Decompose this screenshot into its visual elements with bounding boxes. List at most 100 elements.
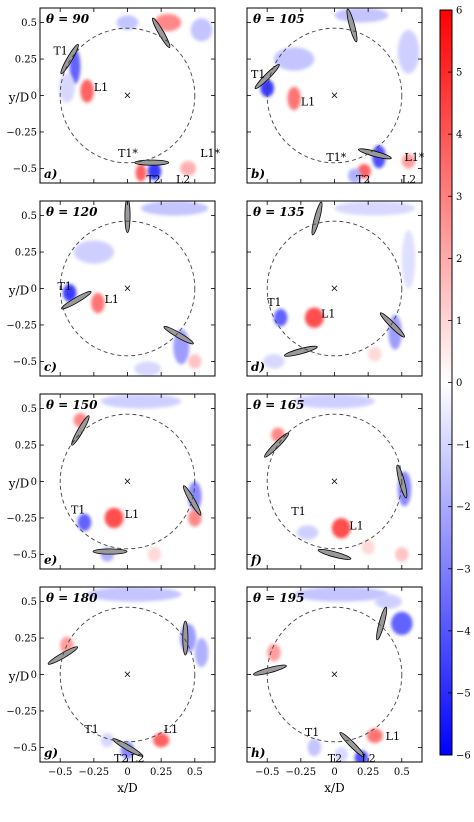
- x-tick-label: 0.5: [187, 767, 203, 778]
- blade-profile: [346, 8, 358, 43]
- panel-d: × θ = 135 d) T1 L1: [246, 200, 423, 377]
- vortex-blob: [73, 240, 115, 264]
- vortex-blob: [397, 29, 420, 74]
- x-axis-label: x/D: [324, 781, 344, 795]
- y-tick-label: 0.25: [15, 248, 37, 259]
- y-tick-label: −0.5: [13, 357, 37, 368]
- colorbar-tick-label: 0: [456, 378, 462, 389]
- colorbar-tick-label: 6: [456, 6, 462, 17]
- colorbar-tick-label: −4: [456, 626, 471, 637]
- vortex-blob: [273, 308, 288, 327]
- x-tick-label: −0.5: [255, 767, 279, 778]
- x-tick-label: −0.25: [286, 767, 317, 778]
- blade-profile: [92, 548, 128, 555]
- y-tick-label: 0.25: [15, 634, 37, 645]
- y-tick-label: −0.25: [6, 320, 37, 331]
- vortex-blob: [104, 507, 124, 529]
- vortex-blob: [62, 284, 77, 302]
- x-axis-label: x/D: [117, 781, 137, 795]
- colorbar-tick-label: 5: [456, 68, 462, 79]
- panel-angle-label: θ = 150: [46, 398, 98, 412]
- vortex-blob: [347, 168, 362, 183]
- vortex-blob: [188, 354, 202, 369]
- y-tick-label: 0.5: [21, 18, 37, 29]
- vortex-blob: [267, 643, 281, 662]
- vortex-blob: [153, 732, 170, 748]
- vorticity-field: [253, 587, 413, 762]
- y-tick-label: 0: [31, 477, 37, 488]
- x-tick-label: 0.25: [150, 767, 172, 778]
- colorbar-tick-label: −3: [456, 564, 471, 575]
- panel-angle-label: θ = 195: [253, 591, 304, 605]
- vortex-label: L1: [321, 308, 335, 321]
- colorbar-tick-label: −5: [456, 688, 471, 699]
- vortex-label: L1: [301, 96, 315, 109]
- y-tick-label: −0.5: [13, 550, 37, 561]
- rotor-circle: [59, 220, 196, 357]
- panel-letter: e): [44, 553, 57, 567]
- y-tick-label: 0.5: [21, 404, 37, 415]
- colorbar-tick-label: 2: [456, 254, 462, 265]
- vorticity-field: [71, 394, 202, 562]
- vortex-blob: [100, 732, 115, 748]
- y-axis-label: y/D: [8, 91, 29, 105]
- panel-c: × θ = 120 c) T1 L1 0.5 0.25 0 −0.25 −0.5 y/D: [6, 200, 216, 377]
- vortex-blob: [135, 164, 147, 182]
- rotor-circle: [266, 27, 403, 164]
- y-tick-label: −0.25: [6, 706, 37, 717]
- rotor-center-marker: ×: [330, 284, 338, 295]
- colorbar-tick-label: −2: [456, 502, 471, 513]
- vortex-blob: [296, 525, 319, 540]
- blade-profile: [60, 43, 79, 75]
- y-tick-label: −0.5: [13, 164, 37, 175]
- vortex-label: T1: [53, 45, 67, 58]
- vortex-label: T1: [267, 296, 281, 309]
- panel-angle-label: θ = 105: [253, 12, 304, 26]
- vortex-blob: [294, 587, 389, 602]
- colorbar: 6 5 4 3 2 1 0 −1 −2 −3 −4 −5 −6: [439, 6, 471, 762]
- vortex-blob: [294, 394, 375, 409]
- y-tick-label: 0.5: [21, 211, 37, 222]
- vortex-label: T1: [58, 280, 72, 293]
- vortex-label: L2: [176, 173, 190, 186]
- vortex-label: L2: [361, 752, 375, 765]
- y-tick-label: 0: [31, 284, 37, 295]
- vortex-label: T1: [84, 723, 98, 736]
- y-axis-label: y/D: [8, 477, 29, 491]
- blade-profile: [317, 548, 352, 560]
- vortex-label: L1*: [405, 151, 425, 164]
- vortex-blob: [334, 8, 389, 23]
- vortex-blob: [366, 728, 383, 744]
- blade-profile: [163, 325, 194, 345]
- panel-letter: g): [44, 746, 58, 760]
- vortex-blob: [334, 747, 348, 762]
- blade-profile: [112, 738, 143, 757]
- vortex-blob: [134, 361, 162, 376]
- panel-letter: a): [44, 167, 57, 181]
- panel-f: × θ = 165 f) T1 L1: [246, 393, 423, 570]
- vortex-label: T2: [328, 752, 342, 765]
- vorticity-field: [264, 394, 412, 562]
- blade-profile: [253, 664, 287, 676]
- blade-profile: [339, 731, 365, 758]
- x-tick-label: −0.5: [48, 767, 72, 778]
- y-tick-label: 0.5: [21, 597, 37, 608]
- vortex-blob: [391, 611, 413, 636]
- vorticity-field: [254, 8, 420, 183]
- y-tick-label: 0.25: [15, 441, 37, 452]
- panel-g: × θ = 180 g) T1 L1 T2 L2 0.5 0.25 0 −0.25 −0.5 y/D −0…: [6, 586, 216, 795]
- rotor-circle: [266, 413, 403, 550]
- vortex-label: L1: [386, 730, 400, 743]
- vortex-blob: [100, 394, 182, 409]
- vortex-blob: [273, 47, 315, 71]
- vortex-label: L1: [349, 520, 363, 533]
- rotor-circle: [266, 220, 403, 357]
- vortex-blob: [307, 738, 322, 757]
- vortex-label: T2: [146, 173, 160, 186]
- colorbar-tick-label: −1: [456, 440, 471, 451]
- vortex-label: T2: [356, 173, 370, 186]
- panel-letter: b): [251, 167, 265, 181]
- panel-angle-label: θ = 165: [253, 398, 304, 412]
- blade-profile: [47, 646, 79, 665]
